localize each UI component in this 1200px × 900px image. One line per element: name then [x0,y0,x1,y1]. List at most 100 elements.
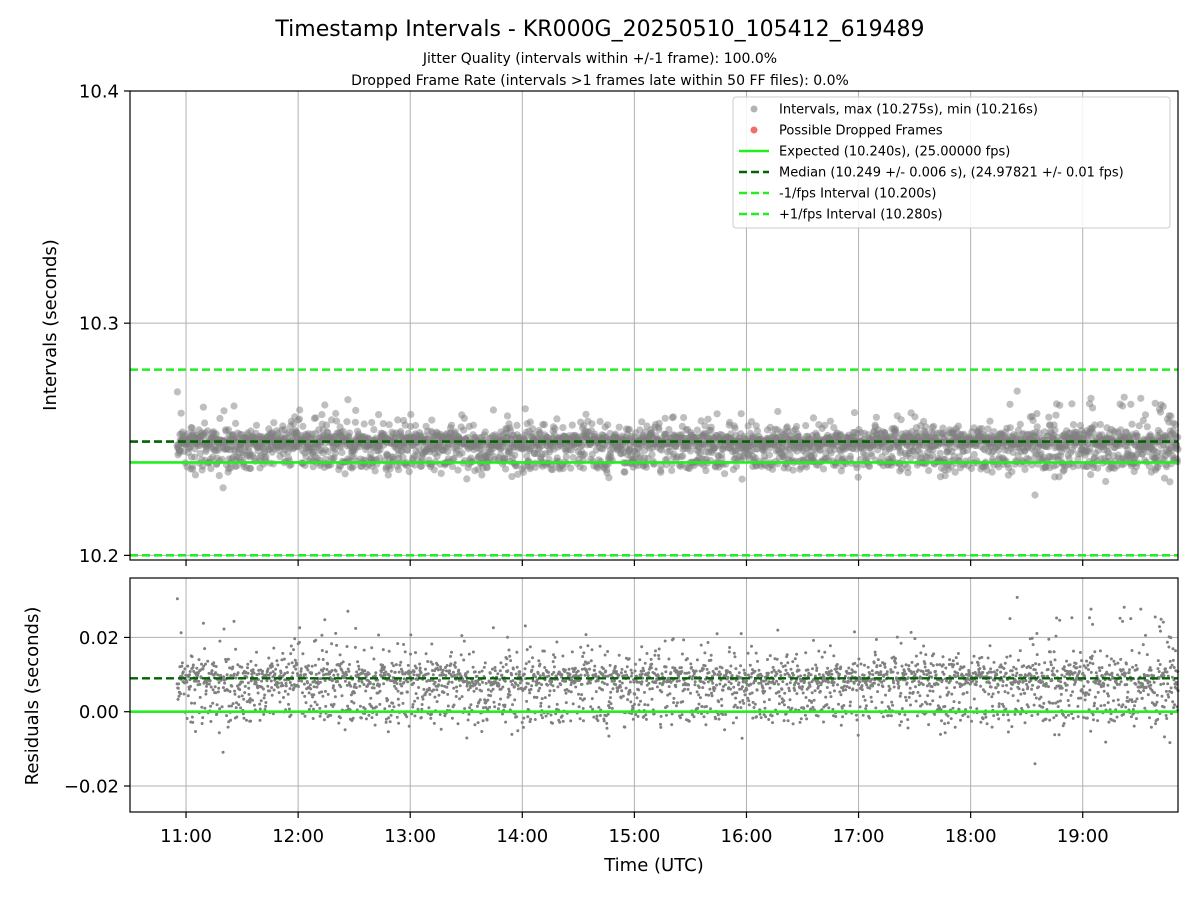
residual-point [582,663,586,667]
residual-point [445,664,449,667]
residual-point [367,713,371,717]
residual-point [544,714,548,718]
residual-point [643,703,647,707]
residual-point [304,701,308,705]
residual-point [414,651,417,655]
residual-point [594,690,598,694]
residual-point [189,684,192,688]
interval-point [967,464,976,473]
residual-point [233,692,237,696]
residual-point [209,685,213,689]
residual-point [190,701,193,705]
residual-point [346,704,350,708]
residual-point [551,721,554,725]
legend-entry-intervals: Intervals, max (10.275s), min (10.216s) [750,103,1038,118]
residual-point [212,661,216,665]
interval-point [1120,393,1128,401]
interval-point [460,414,468,422]
interval-point [324,448,332,456]
residual-point [230,684,234,688]
residual-point [634,713,638,716]
residual-point [238,688,242,692]
residual-point [406,663,410,667]
residual-point [402,643,406,646]
residual-point [248,700,252,704]
residual-point [241,680,244,684]
residual-point [625,665,629,669]
residual-point [191,720,195,724]
residual-point [413,699,417,703]
interval-point [951,468,959,476]
residual-point [650,687,654,691]
interval-point [428,416,436,424]
residual-point [590,697,594,701]
interval-point [247,464,255,472]
residual-point [403,650,407,654]
residual-point [709,658,713,662]
residual-point [428,692,432,696]
residual-point [343,679,347,683]
residual-point [225,673,229,677]
residual-point [644,713,648,717]
residual-point [501,712,504,716]
residual-point [533,718,537,721]
interval-point [850,409,859,417]
residual-point [465,736,469,740]
residual-point [442,691,446,694]
residual-point [437,683,441,687]
residual-point [349,684,353,688]
residual-point [359,716,363,720]
interval-point [663,455,671,463]
residual-point [370,646,374,650]
residual-point [392,705,396,709]
residual-point [290,661,294,665]
residual-point [630,671,634,675]
interval-point [513,462,521,470]
residual-point [389,713,393,717]
residual-point [537,681,541,685]
residual-point [384,720,388,724]
residual-point [323,679,327,682]
residual-point [703,651,707,655]
interval-point [437,469,445,477]
residual-point [683,687,687,691]
residual-point [639,669,643,673]
residual-point [340,694,344,698]
residual-point [177,682,181,686]
residual-point [346,609,350,613]
residual-point [427,706,431,710]
residual-point [537,689,540,693]
residual-point [383,665,386,669]
residual-point [515,665,519,669]
residual-point [556,685,560,689]
residual-point [484,681,488,685]
residual-point [643,661,647,665]
residual-point [458,697,462,701]
residual-point [331,686,335,690]
interval-point [925,466,933,475]
residual-point [617,653,621,657]
residual-point [414,666,418,670]
residual-point [307,707,311,711]
residual-point [190,655,194,659]
residual-point [345,645,349,648]
residual-point [314,672,318,676]
residual-point [552,689,556,692]
residual-point [629,700,633,704]
residual-point [474,682,478,686]
residual-point [609,673,613,677]
residual-point [413,714,417,718]
interval-point [568,421,576,429]
residual-point [260,672,264,676]
residual-point [436,663,440,667]
residual-point [712,689,716,693]
interval-point [941,472,949,480]
residual-point [704,723,708,727]
residual-point [421,697,425,701]
intervals-x-tick-marks [185,560,1084,566]
residual-point [265,679,269,683]
residual-point [710,694,714,698]
residual-point [492,700,496,704]
interval-point [718,455,726,463]
residual-point [459,653,463,657]
